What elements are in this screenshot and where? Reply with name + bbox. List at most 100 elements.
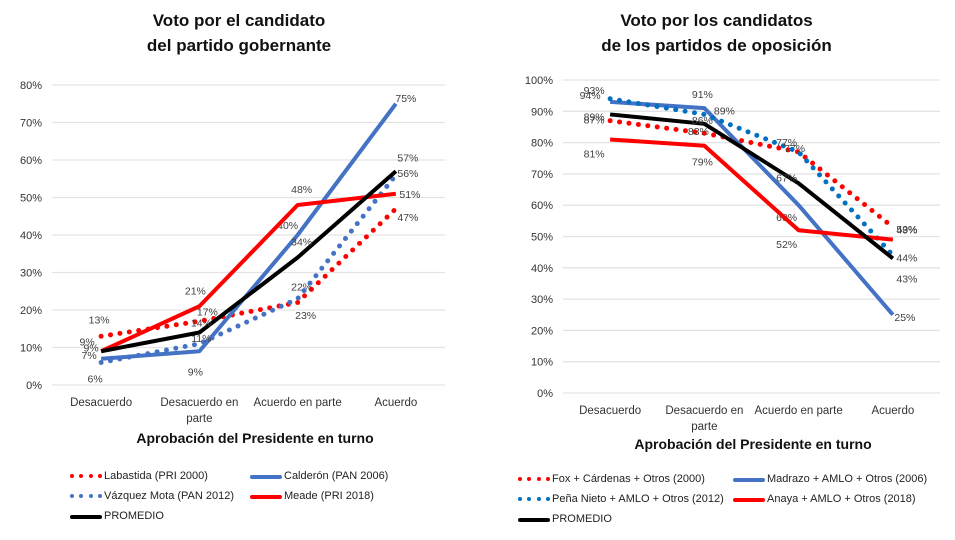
left-x-tick-label: parte: [186, 413, 212, 425]
right-series-pena-nieto-amlo-otros-2012-line: [607, 96, 896, 258]
right-series-anaya-amlo-otros-2018: 81% 79% 52% 49%: [584, 137, 917, 251]
right-y-tick-label: 20%: [531, 325, 553, 337]
left-series-labastida-pri-2000-data-label: 13%: [89, 314, 110, 326]
legend-item-vazquez-mota-pan-2012: Vázquez Mota (PAN 2012): [70, 490, 234, 502]
legend-dotted-line-icon: [70, 472, 102, 480]
right-x-axis-title: Aprobación del Presidente en turno: [634, 436, 872, 452]
right-series-promedio: 89% 86% 67% 43%: [584, 111, 918, 285]
left-series-calderon-pan-2006-data-label: 7%: [82, 350, 97, 362]
right-series-pena-nieto-amlo-otros-2012-data-label: 44%: [896, 252, 917, 264]
left-series-calderon-pan-2006-data-label: 75%: [395, 93, 416, 105]
right-y-tick-label: 0%: [537, 388, 553, 400]
left-chart-title: Voto por el candidato del partido gobern…: [0, 8, 478, 58]
left-line-chart: 0% 10% 20% 30% 40% 50% 60% 70% 80% Desacuerdo Desa…: [20, 80, 445, 425]
left-series-meade-pri-2018-data-label: 48%: [291, 184, 312, 196]
left-series-vazquez-mota-pan-2012: 6% 11% 23% 56%: [88, 168, 419, 386]
legend-solid-line-icon: [250, 495, 282, 499]
left-title-line-1: Voto por el candidato: [152, 11, 326, 30]
legend-dotted-line-icon: [518, 475, 550, 483]
right-series-madrazo-amlo-otros-2006-data-label: 91%: [692, 89, 713, 101]
left-series-promedio-data-label: 57%: [397, 152, 418, 164]
right-series-anaya-amlo-otros-2018-data-label: 49%: [896, 225, 917, 237]
right-chart-panel: Voto por los candidatos de los partidos …: [478, 0, 955, 540]
right-x-tick-label: Acuerdo en parte: [755, 405, 843, 417]
left-x-tick-label: Desacuerdo: [70, 397, 132, 409]
legend-item-promedio: PROMEDIO: [518, 513, 612, 525]
legend-label: Anaya + AMLO + Otros (2018): [767, 493, 916, 505]
legend-label: Fox + Cárdenas + Otros (2000): [552, 473, 705, 485]
legend-label: PROMEDIO: [104, 510, 164, 522]
right-series-anaya-amlo-otros-2018-data-label: 79%: [692, 157, 713, 169]
legend-label: Peña Nieto + AMLO + Otros (2012): [552, 493, 724, 505]
right-series-fox-cardenas-otros-2000-line: [607, 118, 896, 230]
legend-solid-line-icon: [518, 518, 550, 522]
left-series-labastida-pri-2000-data-label: 47%: [397, 212, 418, 224]
left-series-promedio-data-label: 14%: [191, 318, 212, 330]
legend-solid-line-icon: [733, 498, 765, 502]
left-series-labastida-pri-2000-data-label: 17%: [197, 306, 218, 318]
right-series-anaya-amlo-otros-2018-data-label: 81%: [584, 148, 605, 160]
right-y-tick-label: 40%: [531, 263, 553, 275]
right-series-promedio-data-label: 86%: [692, 115, 713, 127]
right-y-tick-label: 100%: [525, 75, 553, 87]
left-series-vazquez-mota-pan-2012-line: [98, 172, 399, 365]
legend-label: Meade (PRI 2018): [284, 490, 374, 502]
legend-label: Calderón (PAN 2006): [284, 470, 389, 482]
right-series-madrazo-amlo-otros-2006-data-label: 25%: [894, 312, 915, 324]
left-y-tick-label: 10%: [20, 343, 42, 355]
left-title-line-2: del partido gobernante: [146, 36, 332, 55]
legend-solid-line-icon: [733, 478, 765, 482]
legend-solid-line-icon: [70, 515, 102, 519]
right-title-line-1: Voto por los candidatos: [620, 11, 813, 30]
left-series-vazquez-mota-pan-2012-data-label: 56%: [397, 168, 418, 180]
left-x-tick-label: Acuerdo en parte: [254, 397, 342, 409]
right-x-tick-label: Acuerdo: [871, 405, 914, 417]
left-y-tick-label: 0%: [26, 380, 42, 392]
left-x-tick-label: Desacuerdo en: [160, 397, 238, 409]
right-series-anaya-amlo-otros-2018-data-label: 52%: [776, 239, 797, 251]
right-y-tick-label: 80%: [531, 138, 553, 150]
legend-item-calderon-pan-2006: Calderón (PAN 2006): [250, 470, 388, 482]
left-series-meade-pri-2018-data-label: 21%: [185, 285, 206, 297]
right-series-anaya-amlo-otros-2018-line: [609, 137, 894, 242]
right-series-fox-cardenas-otros-2000-data-label: 83%: [688, 126, 709, 138]
legend-item-labastida-pri-2000: Labastida (PRI 2000): [70, 470, 208, 482]
right-series-promedio-data-label: 43%: [896, 273, 917, 285]
legend-label: PROMEDIO: [552, 513, 612, 525]
right-y-tick-label: 30%: [531, 294, 553, 306]
right-y-tick-label: 70%: [531, 169, 553, 181]
left-y-tick-label: 30%: [20, 268, 42, 280]
legend-dotted-line-icon: [70, 492, 102, 500]
legend-item-promedio: PROMEDIO: [70, 510, 164, 522]
left-x-tick-label: Acuerdo: [374, 397, 417, 409]
right-series-promedio-data-label: 67%: [776, 172, 797, 184]
left-y-tick-label: 40%: [20, 230, 42, 242]
right-series-madrazo-amlo-otros-2006-data-label: 93%: [584, 85, 605, 97]
left-y-tick-label: 60%: [20, 155, 42, 167]
legend-dotted-line-icon: [518, 495, 550, 503]
legend-label: Labastida (PRI 2000): [104, 470, 208, 482]
left-series-promedio: 9% 14% 34% 57%: [84, 152, 419, 354]
left-y-tick-label: 80%: [20, 80, 42, 92]
left-series-meade-pri-2018-data-label: 9%: [80, 336, 95, 348]
right-series-pena-nieto-amlo-otros-2012-data-label: 77%: [776, 137, 797, 149]
left-series-meade-pri-2018-data-label: 51%: [399, 189, 420, 201]
left-series-meade-pri-2018: 9% 21% 48% 51%: [80, 184, 420, 354]
right-x-tick-label: parte: [691, 421, 717, 433]
legend-item-anaya-amlo-otros-2018: Anaya + AMLO + Otros (2018): [733, 493, 916, 505]
legend-item-madrazo-amlo-otros-2006: Madrazo + AMLO + Otros (2006): [733, 473, 927, 485]
legend-item-fox-cardenas-otros-2000: Fox + Cárdenas + Otros (2000): [518, 473, 705, 485]
left-y-tick-label: 50%: [20, 193, 42, 205]
legend-item-meade-pri-2018: Meade (PRI 2018): [250, 490, 374, 502]
right-chart-title: Voto por los candidatos de los partidos …: [478, 8, 955, 58]
right-series-fox-cardenas-otros-2000: 87% 83% 77% 53%: [584, 115, 918, 236]
legend-label: Madrazo + AMLO + Otros (2006): [767, 473, 928, 485]
legend-item-pena-nieto-amlo-otros-2012: Peña Nieto + AMLO + Otros (2012): [518, 493, 724, 505]
left-series-vazquez-mota-pan-2012-data-label: 11%: [191, 333, 211, 345]
left-series-labastida-pri-2000-data-label: 22%: [291, 282, 312, 294]
left-series-promedio-line: [100, 169, 398, 354]
left-y-tick-label: 70%: [20, 118, 42, 130]
right-y-tick-label: 10%: [531, 357, 553, 369]
legend-solid-line-icon: [250, 475, 282, 479]
right-x-tick-label: Desacuerdo: [579, 405, 641, 417]
